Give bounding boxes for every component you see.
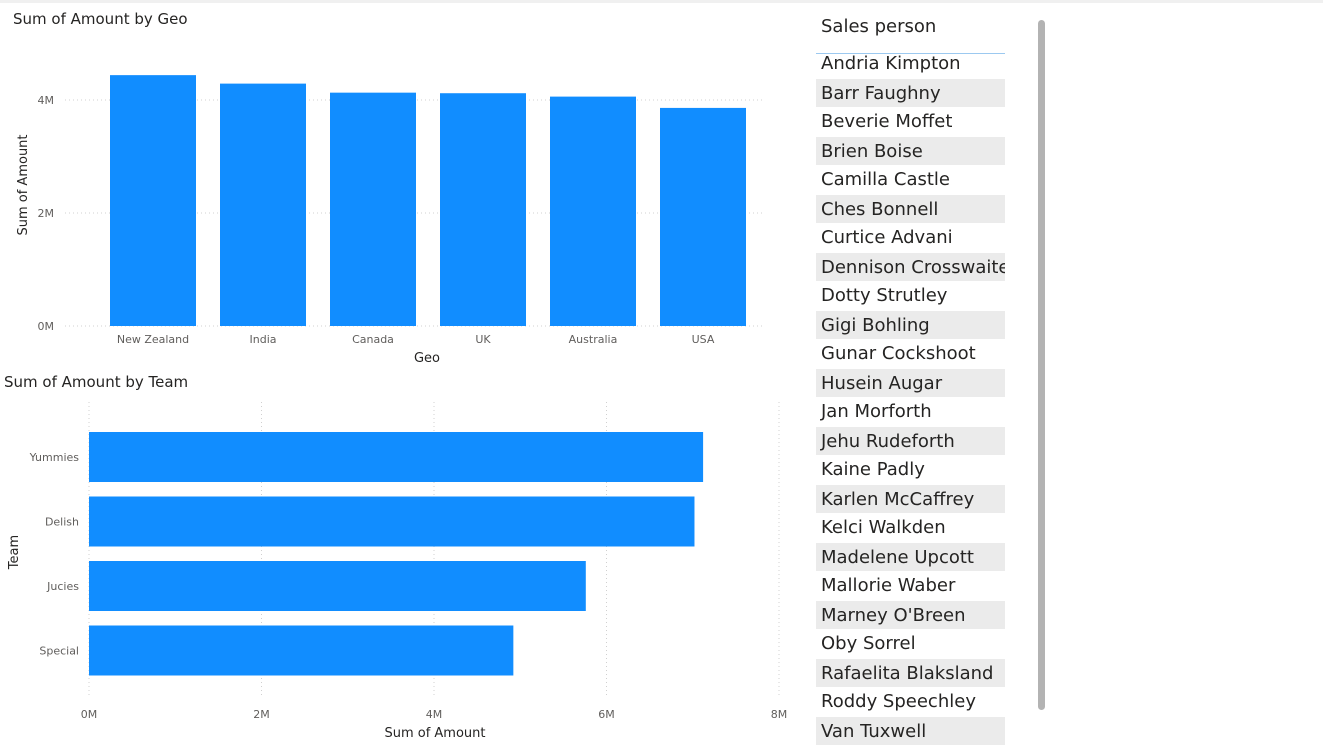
slicer-item[interactable]: Van Tuxwell <box>816 716 1005 745</box>
geo-bar[interactable] <box>440 93 526 326</box>
team-y-tick-label: Yummies <box>29 451 80 464</box>
slicer-item[interactable]: Andria Kimpton <box>821 53 961 74</box>
slicer-item[interactable]: Madelene Upcott <box>816 542 1005 571</box>
geo-bar[interactable] <box>220 83 306 327</box>
team-bar[interactable] <box>89 496 695 547</box>
team-y-axis-title: Team <box>7 535 22 570</box>
slicer-item[interactable]: Ches Bonnell <box>816 194 1005 223</box>
geo-x-tick-label: New Zealand <box>117 333 189 346</box>
team-x-tick-label: 8M <box>771 708 788 721</box>
slicer-item[interactable]: Camilla Castle <box>821 169 950 190</box>
team-bar[interactable] <box>89 561 586 611</box>
slicer-item[interactable]: Dotty Strutley <box>821 285 948 306</box>
slicer-item[interactable]: Oby Sorrel <box>821 633 916 654</box>
slicer-item[interactable]: Kaine Padly <box>821 459 925 480</box>
team-y-tick-label: Delish <box>45 516 79 529</box>
geo-y-tick-label: 0M <box>38 320 55 333</box>
slicer-header-underline <box>816 53 1005 54</box>
geo-chart-svg: 0M 2M 4M New Zealand India Canada UK Australia… <box>16 75 765 366</box>
team-y-tick-labels: Yummies Delish Jucies Special <box>29 451 80 658</box>
geo-x-tick-label: Canada <box>352 333 394 346</box>
slicer-item[interactable]: Jan Morforth <box>821 401 932 422</box>
geo-bars <box>110 75 746 327</box>
slicer-item[interactable]: Husein Augar <box>816 368 1005 397</box>
geo-y-tick-label: 2M <box>38 207 55 220</box>
slicer-item[interactable]: Marney O'Breen <box>816 600 1005 629</box>
geo-y-tick-labels: 0M 2M 4M <box>38 94 55 333</box>
slicer-item[interactable]: Karlen McCaffrey <box>816 484 1005 513</box>
slicer-item[interactable]: Barr Faughny <box>816 78 1005 107</box>
top-border <box>0 0 1323 3</box>
geo-chart-title: Sum of Amount by Geo <box>13 10 188 28</box>
team-x-tick-label: 4M <box>426 708 443 721</box>
team-chart-svg: Yummies Delish Jucies Special 0M 2M 4M 6M 8M Su… <box>7 402 788 741</box>
geo-x-axis-title: Geo <box>414 351 440 366</box>
geo-x-tick-label: India <box>250 333 277 346</box>
slicer-item[interactable]: Roddy Speechley <box>821 691 976 712</box>
geo-bar[interactable] <box>550 96 636 326</box>
geo-bar[interactable] <box>110 75 196 326</box>
slicer-item[interactable]: Kelci Walkden <box>821 517 946 538</box>
team-chart-title: Sum of Amount by Team <box>4 373 189 391</box>
slicer-item[interactable]: Gigi Bohling <box>816 310 1005 339</box>
slicer-list: Andria Kimpton Barr Faughny Beverie Moffet… <box>816 49 1005 745</box>
geo-bar-chart-visual[interactable]: Sum of Amount by Geo 0M 2M 4M New Zealand I… <box>0 0 790 372</box>
geo-y-axis-title: Sum of Amount <box>16 134 31 235</box>
slicer-item[interactable]: Curtice Advani <box>821 227 953 248</box>
slicer-scrollbar[interactable] <box>1038 20 1046 710</box>
sales-person-slicer: Sales person Andria Kimpton Barr Faughny B… <box>816 0 1046 745</box>
slicer-item[interactable]: Gunar Cockshoot <box>821 343 976 364</box>
team-bars <box>89 432 704 676</box>
geo-x-tick-label: Australia <box>569 333 618 346</box>
slicer-scrollbar-thumb[interactable] <box>1038 20 1045 710</box>
slicer-item[interactable]: Beverie Moffet <box>821 111 953 132</box>
team-x-tick-label: 6M <box>598 708 615 721</box>
team-x-tick-label: 2M <box>253 708 270 721</box>
team-y-tick-label: Special <box>39 645 79 658</box>
geo-x-tick-labels: New Zealand India Canada UK Australia USA <box>117 333 715 346</box>
slicer-header: Sales person <box>821 16 937 37</box>
team-x-axis-title: Sum of Amount <box>384 726 485 741</box>
team-x-tick-labels: 0M 2M 4M 6M 8M <box>81 708 788 721</box>
slicer-item[interactable]: Brien Boise <box>816 136 1005 165</box>
team-bar[interactable] <box>89 432 704 482</box>
team-bar[interactable] <box>89 625 514 676</box>
team-y-tick-label: Jucies <box>46 580 79 593</box>
geo-y-tick-label: 4M <box>38 94 55 107</box>
geo-x-tick-label: UK <box>475 333 491 346</box>
geo-x-tick-label: USA <box>692 333 715 346</box>
team-x-tick-label: 0M <box>81 708 98 721</box>
slicer-item[interactable]: Mallorie Waber <box>821 575 956 596</box>
geo-bar[interactable] <box>660 107 746 326</box>
slicer-item[interactable]: Jehu Rudeforth <box>816 426 1005 455</box>
slicer-item[interactable]: Rafaelita Blaksland <box>816 658 1005 687</box>
team-bar-chart-visual[interactable]: Sum of Amount by Team Yummies Delish Jucie… <box>0 372 800 745</box>
geo-bar[interactable] <box>330 92 416 326</box>
slicer-item[interactable]: Dennison Crosswaite <box>816 252 1005 281</box>
